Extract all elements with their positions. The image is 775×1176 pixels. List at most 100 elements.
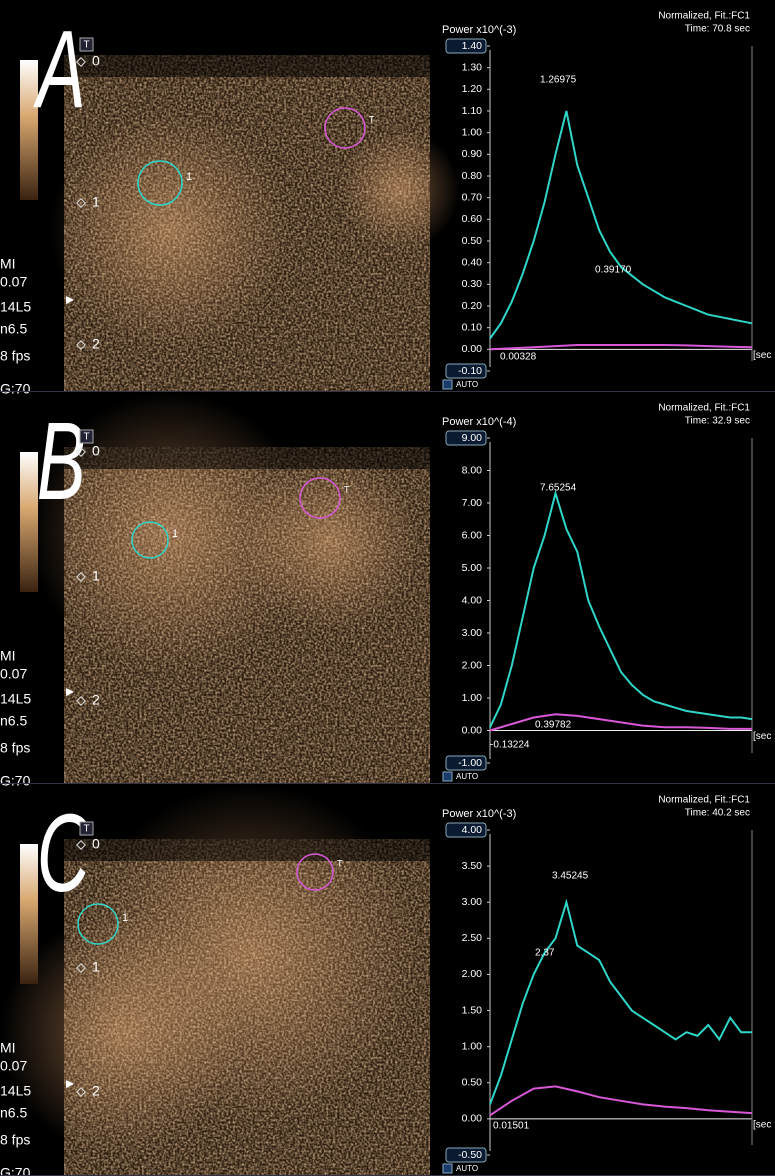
y-tick-label: 9.00 <box>462 432 483 444</box>
y-tick-label: 7.00 <box>462 497 483 509</box>
roi-label: T <box>344 484 350 494</box>
y-tick-label: 2.50 <box>462 932 483 944</box>
scale-label: Power x10^(-3) <box>442 24 516 36</box>
roi-label: 1 <box>186 171 192 183</box>
y-tick-label: 2.00 <box>462 968 483 980</box>
panel-letter: C <box>37 791 91 915</box>
color-bar <box>20 452 38 592</box>
panel-letter: A <box>33 7 86 131</box>
y-tick-label: 1.00 <box>462 126 483 138</box>
peak-label: 1.26975 <box>540 75 577 86</box>
depth-marker <box>76 572 86 582</box>
time-label: Time: 32.9 sec <box>685 416 750 427</box>
depth-label: 0 <box>92 53 100 69</box>
curve <box>489 898 752 1105</box>
depth-marker <box>76 963 86 973</box>
setting-label: G:70 <box>0 1165 31 1176</box>
peak-label: 3.45245 <box>552 871 589 882</box>
y-tick-label: -0.50 <box>458 1149 482 1161</box>
y-tick-label: 0.50 <box>462 1077 483 1089</box>
curve <box>489 713 752 732</box>
unit-label: [sec <box>753 350 771 361</box>
roi-magenta <box>299 477 341 519</box>
y-tick-label: 0.60 <box>462 213 483 225</box>
roi-cyan <box>137 160 183 206</box>
mode-label: Normalized, Fit.:FC1 <box>658 795 750 806</box>
mid-label: 2.37 <box>535 948 555 959</box>
setting-label: 14L5 <box>0 1083 31 1099</box>
tick-box <box>445 363 487 379</box>
tick-box <box>445 430 487 446</box>
depth-badge <box>79 37 94 52</box>
y-tick-label: 0.70 <box>462 191 483 203</box>
base-label: 0.01501 <box>493 1121 530 1132</box>
y-tick-label: 1.30 <box>462 61 483 73</box>
setting-label: n6.5 <box>0 321 27 337</box>
y-tick-label: 0.30 <box>462 278 483 290</box>
image-top-dark <box>64 839 430 861</box>
mode-label: Normalized, Fit.:FC1 <box>658 403 750 414</box>
time-label: Time: 40.2 sec <box>685 808 750 819</box>
unit-label: [sec <box>753 731 771 742</box>
y-tick-label: 1.20 <box>462 83 483 95</box>
curve <box>489 1085 753 1117</box>
auto-checkbox <box>442 379 453 390</box>
setting-label: 0.07 <box>0 666 27 682</box>
setting-label: 8 fps <box>0 1132 30 1148</box>
y-tick-label: 0.40 <box>462 256 483 268</box>
focus-marker <box>66 296 74 304</box>
y-tick-label: 0.10 <box>462 321 483 333</box>
y-tick-label: 0.50 <box>462 235 483 247</box>
depth-label: 2 <box>92 1083 100 1099</box>
roi-label: T <box>337 858 343 868</box>
depth-marker <box>76 696 86 706</box>
setting-label: 0.07 <box>0 274 27 290</box>
y-tick-label: 0.90 <box>462 148 483 160</box>
roi-cyan <box>131 521 169 559</box>
unit-label: [sec <box>753 1120 771 1131</box>
y-tick-label: 0.00 <box>462 724 483 736</box>
image-speckle <box>64 839 430 1176</box>
scale-label: Power x10^(-3) <box>442 808 516 820</box>
y-tick-label: 6.00 <box>462 529 483 541</box>
y-tick-label: -0.10 <box>458 365 482 377</box>
depth-label: 0 <box>92 836 100 852</box>
mid-label: 0.39782 <box>535 720 572 731</box>
depth-badge-label: T <box>83 432 89 443</box>
image-top-dark <box>64 447 430 469</box>
depth-label: 2 <box>92 336 100 352</box>
y-tick-label: 1.50 <box>462 1004 483 1016</box>
y-tick-label: 5.00 <box>462 562 483 574</box>
roi-label: 1 <box>122 912 128 924</box>
roi-label: T <box>369 114 375 124</box>
depth-label: 0 <box>92 443 100 459</box>
depth-label: 1 <box>92 959 100 975</box>
setting-label: G:70 <box>0 381 31 397</box>
auto-label: AUTO <box>456 1164 478 1173</box>
y-tick-label: 8.00 <box>462 464 483 476</box>
depth-badge <box>79 429 94 444</box>
setting-label: n6.5 <box>0 713 27 729</box>
setting-label: n6.5 <box>0 1105 27 1121</box>
roi-magenta <box>296 853 334 891</box>
y-tick-label: 4.00 <box>462 824 483 836</box>
setting-label: MI <box>0 256 16 272</box>
auto-checkbox <box>442 771 453 782</box>
auto-label: AUTO <box>456 380 478 389</box>
auto-checkbox <box>442 1163 453 1174</box>
color-bar <box>20 60 38 200</box>
depth-label: 2 <box>92 692 100 708</box>
depth-marker <box>76 57 86 67</box>
setting-label: 0.07 <box>0 1058 27 1074</box>
image-speckle <box>64 55 430 392</box>
base-label: -0.13224 <box>490 740 530 751</box>
setting-label: 8 fps <box>0 740 30 756</box>
depth-badge <box>79 821 94 836</box>
base-label: 0.00328 <box>500 352 537 363</box>
depth-badge-label: T <box>83 824 89 835</box>
curve <box>489 344 753 351</box>
y-tick-label: 2.00 <box>462 659 483 671</box>
